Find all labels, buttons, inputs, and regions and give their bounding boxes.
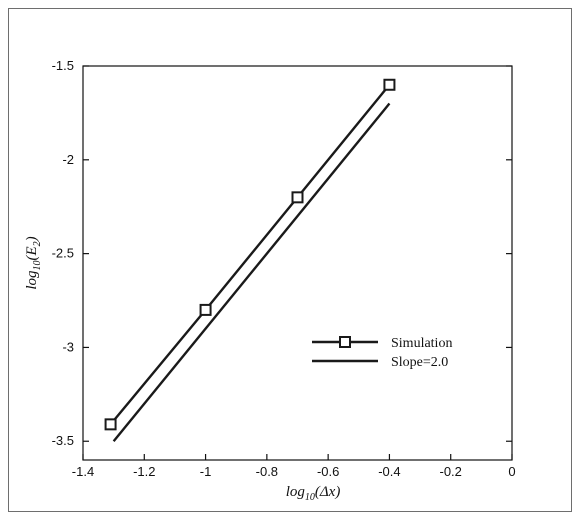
x-axis-title: log10(Δx) (286, 484, 341, 503)
data-point-marker (291, 191, 304, 204)
plot-area (82, 65, 513, 461)
legend-label-simulation: Simulation (391, 336, 452, 351)
x-tick-label: 0 (508, 464, 515, 479)
data-point-marker (104, 418, 117, 431)
y-tick-label: -2.5 (52, 246, 74, 261)
y-tick-label: -3.5 (52, 433, 74, 448)
series-layer (104, 78, 396, 442)
x-tick-label: -0.4 (378, 464, 400, 479)
y-axis-title: log10(E2) (24, 236, 43, 289)
x-tick-label: -0.2 (440, 464, 462, 479)
x-axis: -1.4 -1.2 -1 -0.8 -0.6 -0.4 -0.2 0 (72, 454, 516, 479)
legend-marker-simulation (339, 336, 351, 348)
x-tick-label: -1.2 (133, 464, 155, 479)
legend-label-slope: Slope=2.0 (391, 355, 448, 370)
x-tick-label: -1.4 (72, 464, 94, 479)
y-tick-label: -2 (62, 152, 74, 167)
y-tick-label: -1.5 (52, 58, 74, 73)
x-tick-label: -1 (200, 464, 212, 479)
series-line-simulation (109, 84, 391, 426)
x-tick-label: -0.6 (317, 464, 339, 479)
data-point-marker (199, 303, 212, 316)
data-point-marker (383, 78, 396, 91)
legend: Simulation Slope=2.0 (312, 336, 452, 370)
x-tick-label: -0.8 (256, 464, 278, 479)
y-axis: -3.5 -3 -2.5 -2 -1.5 (52, 58, 512, 448)
series-line-slope (112, 102, 391, 442)
y-tick-label: -3 (62, 339, 74, 354)
